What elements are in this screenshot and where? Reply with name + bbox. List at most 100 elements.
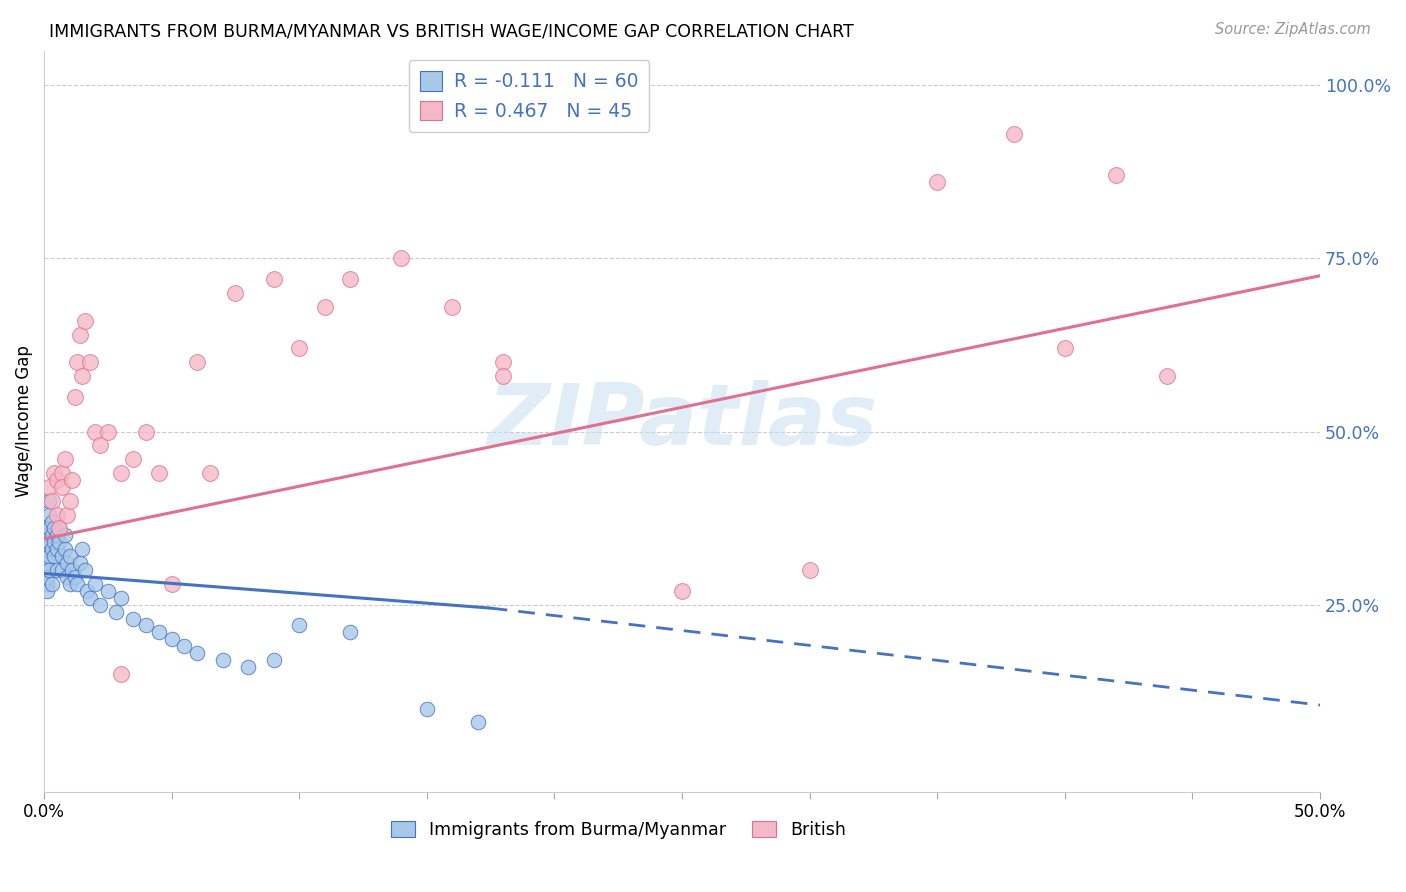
Point — [35, 563, 58, 577]
Point — [53, 528, 76, 542]
Point — [72, 542, 94, 557]
Point — [148, 625, 170, 640]
Point — [44, 521, 66, 535]
Point — [48, 535, 70, 549]
Point — [38, 493, 60, 508]
Point — [110, 666, 132, 681]
Point — [59, 549, 82, 564]
Point — [110, 466, 132, 480]
Point — [51, 563, 73, 577]
Point — [38, 521, 60, 535]
Point — [35, 583, 58, 598]
Text: Source: ZipAtlas.com: Source: ZipAtlas.com — [1215, 22, 1371, 37]
Point — [35, 570, 58, 584]
Point — [186, 355, 208, 369]
Point — [73, 314, 96, 328]
Point — [44, 466, 66, 480]
Point — [1002, 127, 1025, 141]
Point — [263, 653, 285, 667]
Point — [79, 355, 101, 369]
Point — [60, 473, 83, 487]
Point — [45, 528, 67, 542]
Point — [97, 425, 120, 439]
Point — [35, 528, 58, 542]
Y-axis label: Wage/Income Gap: Wage/Income Gap — [15, 345, 32, 497]
Point — [492, 355, 515, 369]
Point — [41, 542, 63, 557]
Point — [53, 452, 76, 467]
Point — [186, 646, 208, 660]
Point — [89, 598, 111, 612]
Legend: Immigrants from Burma/Myanmar, British: Immigrants from Burma/Myanmar, British — [384, 814, 853, 846]
Point — [38, 563, 60, 577]
Point — [38, 480, 60, 494]
Point — [38, 535, 60, 549]
Point — [104, 605, 127, 619]
Point — [45, 542, 67, 557]
Point — [59, 577, 82, 591]
Point — [66, 577, 89, 591]
Point — [288, 618, 311, 632]
Point — [173, 639, 195, 653]
Point — [73, 563, 96, 577]
Point — [416, 701, 439, 715]
Point — [51, 466, 73, 480]
Point — [45, 563, 67, 577]
Point — [69, 327, 91, 342]
Point — [492, 369, 515, 384]
Point — [63, 390, 86, 404]
Point — [60, 563, 83, 577]
Point — [51, 549, 73, 564]
Point — [63, 570, 86, 584]
Point — [59, 493, 82, 508]
Point — [41, 515, 63, 529]
Point — [135, 618, 157, 632]
Point — [148, 466, 170, 480]
Point — [1053, 342, 1076, 356]
Point — [51, 480, 73, 494]
Point — [66, 355, 89, 369]
Point — [53, 542, 76, 557]
Point — [122, 452, 145, 467]
Point — [238, 660, 260, 674]
Point — [41, 528, 63, 542]
Point — [76, 583, 98, 598]
Point — [45, 473, 67, 487]
Point — [160, 577, 183, 591]
Point — [1105, 169, 1128, 183]
Text: ZIPatlas: ZIPatlas — [486, 380, 877, 463]
Point — [48, 521, 70, 535]
Point — [35, 549, 58, 564]
Point — [339, 625, 361, 640]
Point — [56, 556, 79, 570]
Point — [48, 521, 70, 535]
Point — [84, 425, 107, 439]
Point — [160, 632, 183, 647]
Point — [38, 549, 60, 564]
Point — [45, 508, 67, 522]
Point — [263, 272, 285, 286]
Text: IMMIGRANTS FROM BURMA/MYANMAR VS BRITISH WAGE/INCOME GAP CORRELATION CHART: IMMIGRANTS FROM BURMA/MYANMAR VS BRITISH… — [49, 22, 853, 40]
Point — [288, 342, 311, 356]
Point — [122, 611, 145, 625]
Point — [35, 542, 58, 557]
Point — [671, 583, 693, 598]
Point — [38, 508, 60, 522]
Point — [44, 535, 66, 549]
Point — [56, 570, 79, 584]
Point — [799, 563, 821, 577]
Point — [927, 175, 949, 189]
Point — [44, 549, 66, 564]
Point — [224, 286, 246, 301]
Point — [211, 653, 233, 667]
Point — [84, 577, 107, 591]
Point — [467, 715, 489, 730]
Point — [339, 272, 361, 286]
Point — [135, 425, 157, 439]
Point — [110, 591, 132, 605]
Point — [35, 556, 58, 570]
Point — [198, 466, 221, 480]
Point — [69, 556, 91, 570]
Point — [35, 577, 58, 591]
Point — [389, 252, 412, 266]
